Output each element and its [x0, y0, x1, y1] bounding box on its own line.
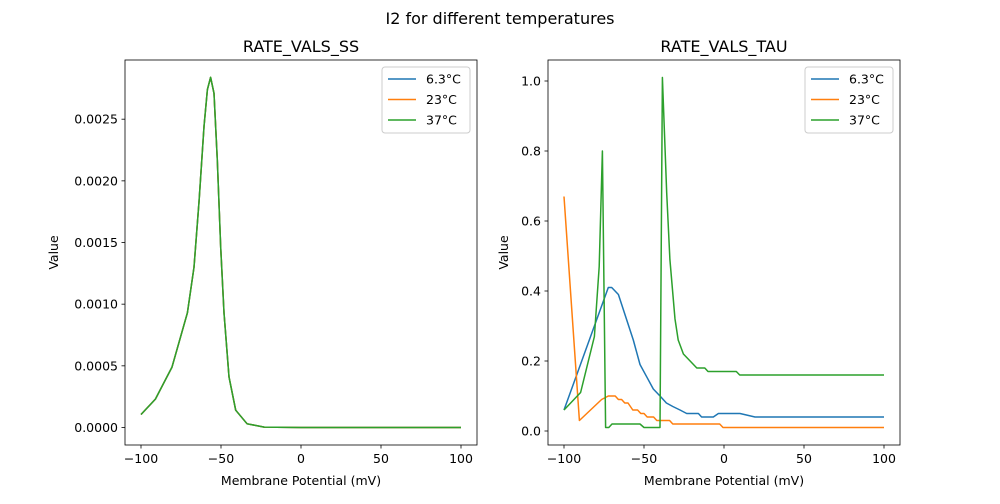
y-tick-label: 0.2: [521, 354, 541, 369]
y-tick-label: 0.0010: [74, 297, 118, 312]
x-tick-label: 50: [373, 451, 389, 466]
figure-title: I2 for different temperatures: [385, 9, 614, 28]
y-tick-label: 0.0005: [74, 358, 118, 373]
y-tick-label: 0.0020: [74, 173, 118, 188]
series-line-23°C: [563, 196, 884, 429]
y-tick-label: 0.8: [521, 144, 541, 159]
series-line-6.3°C: [563, 286, 884, 418]
x-tick-label: 50: [796, 451, 812, 466]
x-tick-label: 0: [297, 451, 305, 466]
y-axis-label: Value: [46, 235, 61, 270]
x-tick-label: −100: [124, 451, 158, 466]
y-tick-label: 0.4: [521, 284, 541, 299]
subplot-title: RATE_VALS_TAU: [660, 37, 787, 57]
legend-label: 23°C: [849, 92, 880, 107]
x-tick-label: 100: [872, 451, 896, 466]
legend-box: [381, 66, 471, 134]
x-tick-label: −50: [631, 451, 657, 466]
x-tick-label: 0: [720, 451, 728, 466]
y-axis-label: Value: [496, 235, 511, 270]
x-tick-label: −50: [208, 451, 234, 466]
legend-label: 6.3°C: [849, 72, 884, 87]
legend-label: 37°C: [849, 113, 880, 128]
x-tick-label: −100: [547, 451, 581, 466]
subplot-1: RATE_VALS_SS −100 −50 0 50 100 0.0000 0.0005 0.0…: [46, 37, 478, 488]
legend: 6.3°C 23°C 37°C: [381, 66, 471, 134]
x-tick-label: 100: [449, 451, 473, 466]
y-tick-label: 0.0025: [74, 112, 118, 127]
subplot-2: RATE_VALS_TAU −100 −50 0 50 100 0.0 0.2 0.4 0.6 0.…: [496, 37, 901, 488]
legend: 6.3°C 23°C 37°C: [804, 66, 894, 134]
x-axis-label: Membrane Potential (mV): [221, 473, 381, 488]
legend-label: 23°C: [426, 92, 457, 107]
legend-label: 37°C: [426, 113, 457, 128]
subplot-title: RATE_VALS_SS: [243, 37, 359, 57]
series-line-37°C: [563, 76, 884, 429]
x-axis-label: Membrane Potential (mV): [644, 473, 804, 488]
y-tick-label: 0.6: [521, 214, 541, 229]
series-line-37°C: [140, 76, 461, 429]
y-tick-label: 0.0: [521, 424, 541, 439]
y-tick-label: 0.0015: [74, 235, 118, 250]
legend-box: [804, 66, 894, 134]
y-tick-label: 0.0000: [74, 420, 118, 435]
y-tick-label: 1.0: [521, 74, 541, 89]
legend-label: 6.3°C: [426, 72, 461, 87]
